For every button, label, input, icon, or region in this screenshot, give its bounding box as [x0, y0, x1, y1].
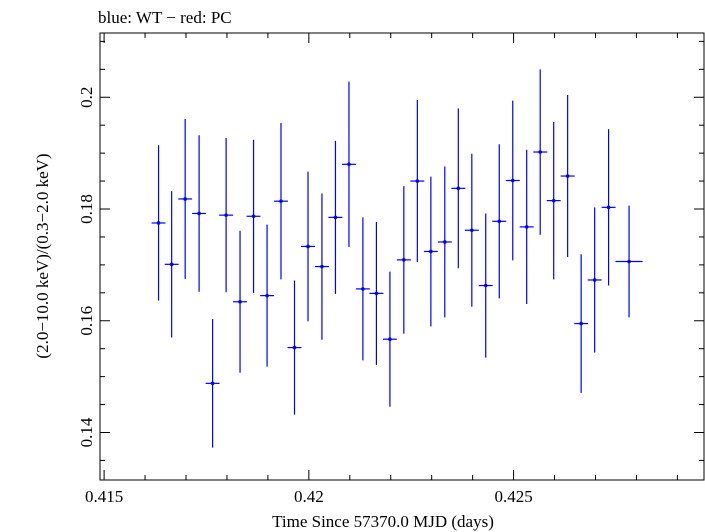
data-point	[355, 217, 370, 361]
data-point	[451, 108, 466, 269]
point-marker	[306, 244, 310, 249]
y-axis-ticks: 0.14 0.16 0.18 0.2	[77, 40, 704, 461]
point-marker	[279, 199, 283, 203]
point-marker	[442, 240, 447, 244]
y-tick-label: 0.16	[77, 306, 96, 336]
data-points	[151, 69, 643, 448]
point-marker	[197, 211, 201, 216]
point-marker	[606, 205, 611, 210]
plot-frame	[99, 32, 705, 481]
y-tick-label: 0.14	[77, 417, 96, 447]
data-point	[587, 207, 602, 353]
data-point	[546, 121, 561, 280]
data-point	[437, 166, 452, 318]
point-marker	[156, 221, 161, 225]
point-marker	[210, 381, 215, 386]
data-point	[369, 221, 384, 365]
data-point	[233, 230, 248, 373]
data-point	[478, 213, 493, 358]
point-marker	[592, 278, 597, 282]
point-marker	[224, 213, 228, 217]
data-point	[396, 186, 411, 334]
point-marker	[238, 299, 242, 304]
x-axis-ticks: 0.415 0.42 0.425	[85, 33, 678, 506]
data-point	[192, 135, 207, 292]
data-point	[382, 271, 397, 407]
data-point	[219, 138, 234, 293]
point-marker	[320, 264, 324, 269]
x-tick-label: 0.415	[85, 487, 123, 506]
data-point	[287, 280, 302, 415]
point-marker	[497, 219, 502, 224]
data-point	[301, 171, 315, 322]
point-marker	[524, 225, 529, 229]
point-marker	[292, 345, 297, 350]
data-point	[533, 69, 548, 235]
data-point	[492, 144, 507, 299]
data-point	[410, 100, 425, 263]
point-marker	[183, 197, 187, 201]
point-marker	[627, 259, 631, 264]
y-tick-label: 0.2	[77, 87, 96, 108]
data-point	[423, 176, 438, 327]
point-marker	[402, 258, 406, 262]
x-tick-label: 0.42	[294, 487, 324, 506]
data-point	[178, 119, 193, 279]
point-marker	[251, 214, 256, 219]
data-point	[205, 319, 220, 448]
y-axis-label: (2.0−10.0 keV)/(0.3−2.0 keV)	[33, 153, 52, 358]
data-point	[615, 205, 643, 318]
data-point	[574, 254, 589, 393]
x-tick-label: 0.425	[494, 487, 532, 506]
data-point	[274, 122, 288, 280]
point-marker	[265, 293, 269, 298]
data-point	[464, 153, 479, 307]
point-marker	[347, 162, 351, 167]
data-point	[328, 140, 343, 294]
point-marker	[565, 174, 570, 178]
data-point	[560, 95, 575, 258]
point-marker	[456, 186, 461, 191]
data-point	[505, 100, 520, 261]
point-marker	[361, 287, 365, 291]
point-marker	[579, 321, 583, 326]
data-point	[342, 81, 356, 248]
data-point	[151, 145, 166, 301]
data-point	[601, 129, 616, 286]
point-marker	[333, 215, 338, 220]
point-marker	[483, 283, 488, 288]
point-marker	[388, 337, 392, 341]
point-marker	[538, 150, 543, 154]
chart-title: blue: WT − red: PC	[98, 8, 232, 27]
data-point	[314, 193, 329, 340]
point-marker	[551, 198, 556, 203]
point-marker	[374, 291, 379, 296]
point-marker	[169, 262, 174, 267]
data-point	[164, 191, 179, 338]
x-axis-label: Time Since 57370.0 MJD (days)	[272, 512, 494, 531]
y-tick-label: 0.18	[77, 194, 96, 224]
point-marker	[415, 179, 420, 183]
point-marker	[510, 178, 515, 183]
data-point	[246, 139, 261, 293]
point-marker	[470, 228, 474, 233]
data-point	[519, 149, 534, 304]
point-marker	[429, 249, 433, 254]
data-point	[260, 224, 275, 367]
